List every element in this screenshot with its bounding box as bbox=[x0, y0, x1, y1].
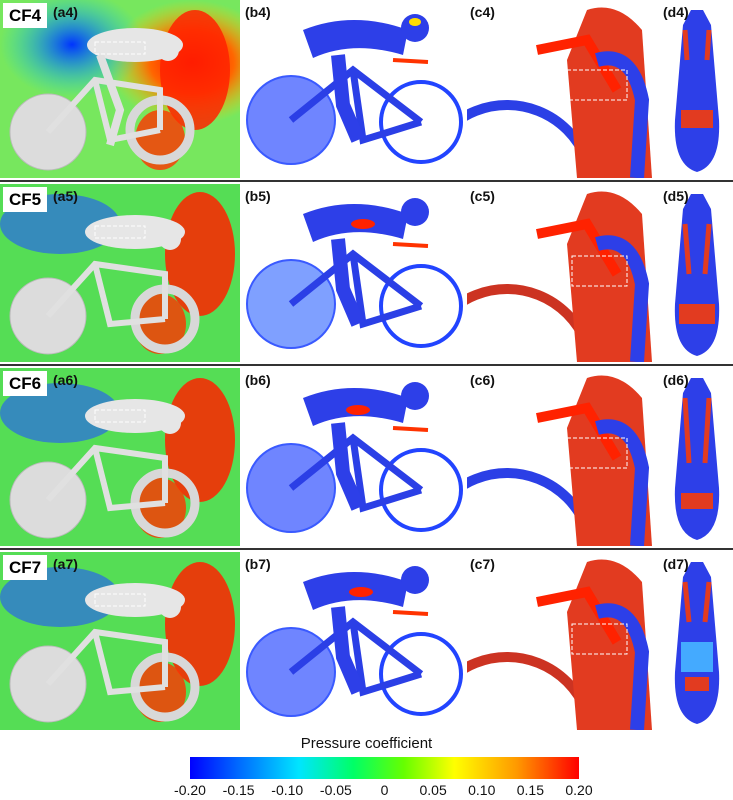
panel-label-b: (b7) bbox=[245, 556, 271, 572]
panel-label-b: (b6) bbox=[245, 372, 271, 388]
colorbar-tick-label: -0.20 bbox=[174, 782, 206, 798]
config-label: CF7 bbox=[3, 555, 48, 580]
row-cf4: CF4 (a4) (b4) bbox=[0, 0, 733, 178]
colorbar-tick-label: -0.15 bbox=[222, 782, 255, 798]
panel-label-d: (d7) bbox=[663, 556, 689, 572]
row-separator bbox=[0, 180, 733, 182]
contour-panel: CF7 (a7) bbox=[0, 552, 240, 730]
surface-side-panel: (b6) bbox=[243, 368, 465, 546]
config-label: CF5 bbox=[3, 187, 48, 212]
surface-front-panel: (c5) bbox=[467, 184, 659, 362]
panel-label-d: (d4) bbox=[663, 4, 689, 20]
contour-panel: CF6 (a6) bbox=[0, 368, 240, 546]
config-label: CF6 bbox=[3, 371, 48, 396]
colorbar-tick-label: 0.10 bbox=[468, 782, 496, 798]
panel-label-b: (b4) bbox=[245, 4, 271, 20]
panel-label-d: (d5) bbox=[663, 188, 689, 204]
surface-front-panel: (c4) bbox=[467, 0, 659, 178]
row-separator bbox=[0, 548, 733, 550]
legend-title: Pressure coefficient bbox=[300, 735, 433, 752]
row-cf5: CF5 (a5) (b5) bbox=[0, 184, 733, 362]
colorbar-tick-label: 0.20 bbox=[565, 782, 593, 798]
row-cf7: CF7 (a7) (b7) bbox=[0, 552, 733, 730]
contour-panel: CF5 (a5) bbox=[0, 184, 240, 362]
config-label: CF4 bbox=[3, 3, 48, 28]
surface-side-panel: (b4) bbox=[243, 0, 465, 178]
surface-top-panel: (d5) bbox=[661, 184, 733, 362]
panel-label-c: (c7) bbox=[470, 556, 495, 572]
surface-top-panel: (d6) bbox=[661, 368, 733, 546]
panel-label-c: (c4) bbox=[470, 4, 495, 20]
row-cf6: CF6 (a6) (b6) bbox=[0, 368, 733, 546]
colorbar-tick-label: 0 bbox=[380, 782, 389, 798]
panel-label-a: (a4) bbox=[53, 4, 78, 20]
surface-side-panel: (b5) bbox=[243, 184, 465, 362]
panel-label-c: (c5) bbox=[470, 188, 495, 204]
colorbar-tick-label: 0.05 bbox=[419, 782, 447, 798]
panel-label-c: (c6) bbox=[470, 372, 495, 388]
panel-label-a: (a7) bbox=[53, 556, 78, 572]
colorbar-tick-label: -0.05 bbox=[319, 782, 352, 798]
panel-label-a: (a5) bbox=[53, 188, 78, 204]
surface-side-panel: (b7) bbox=[243, 552, 465, 730]
colorbar bbox=[190, 757, 579, 779]
surface-top-panel: (d7) bbox=[661, 552, 733, 730]
surface-front-panel: (c7) bbox=[467, 552, 659, 730]
panel-label-d: (d6) bbox=[663, 372, 689, 388]
surface-top-panel: (d4) bbox=[661, 0, 733, 178]
row-separator bbox=[0, 364, 733, 366]
panel-label-b: (b5) bbox=[245, 188, 271, 204]
colorbar-tick-label: -0.10 bbox=[271, 782, 304, 798]
colorbar-tick-label: 0.15 bbox=[516, 782, 544, 798]
panel-label-a: (a6) bbox=[53, 372, 78, 388]
surface-front-panel: (c6) bbox=[467, 368, 659, 546]
contour-panel: CF4 (a4) bbox=[0, 0, 240, 178]
